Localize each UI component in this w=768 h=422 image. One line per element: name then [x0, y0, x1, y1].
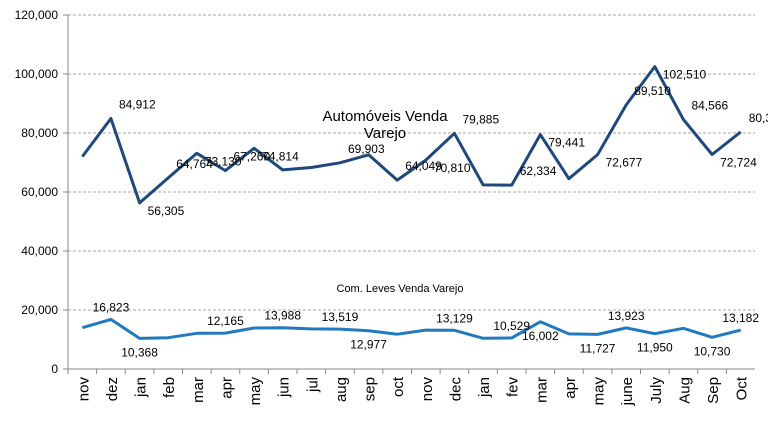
x-tick-label: mar [190, 377, 207, 403]
x-tick-label: may [247, 377, 264, 406]
data-label: 80,376 [749, 111, 768, 125]
x-tick-label: apr [562, 377, 579, 399]
y-tick-label: 0 [51, 362, 58, 376]
data-label: 10,368 [121, 345, 158, 359]
data-label: 89,510 [634, 84, 671, 98]
x-tick-label: July [648, 377, 665, 404]
y-tick-label: 20,000 [21, 303, 58, 317]
x-tick-label: Oct [734, 376, 751, 400]
data-label: 12,977 [350, 338, 387, 352]
data-label: 67,260 [233, 150, 270, 164]
data-label: 69,903 [348, 142, 385, 156]
data-label: 72,724 [720, 155, 757, 169]
data-label: 70,810 [434, 161, 471, 175]
data-label: 13,519 [322, 310, 359, 324]
data-label: 64,764 [176, 157, 213, 171]
data-label: 13,129 [436, 311, 473, 325]
x-tick-label: feb [161, 377, 178, 398]
y-tick-label: 80,000 [21, 126, 58, 140]
data-label: 13,182 [722, 311, 759, 325]
data-label: 11,727 [580, 341, 616, 355]
y-tick-label: 100,000 [15, 67, 59, 81]
x-tick-label: jan [133, 377, 150, 398]
y-tick-label: 40,000 [21, 244, 58, 258]
data-label: 84,912 [119, 98, 156, 112]
x-tick-label: aug [333, 377, 350, 402]
data-label: 11,950 [637, 341, 673, 355]
data-label: 64,049 [405, 159, 442, 173]
data-label: 74,814 [262, 149, 299, 163]
data-label: 72,677 [606, 156, 643, 170]
x-tick-label: Aug [676, 377, 693, 404]
x-tick-label: mar [533, 377, 550, 403]
x-tick-label: dec [447, 377, 464, 402]
data-label: 10,730 [694, 344, 731, 358]
data-label: 10,529 [493, 319, 530, 333]
data-label: 84,566 [691, 99, 728, 113]
data-label: 13,923 [608, 309, 645, 323]
data-label: 56,305 [148, 204, 185, 218]
data-label: 16,823 [93, 300, 130, 314]
data-label: 102,510 [663, 68, 707, 82]
data-label: 13,988 [264, 309, 301, 323]
data-label: 73,130 [205, 154, 242, 168]
x-tick-label: apr [218, 377, 235, 399]
series-line [81, 317, 742, 340]
series-line [81, 65, 742, 205]
data-label: 12,165 [207, 314, 244, 328]
y-tick-label: 120,000 [15, 8, 59, 22]
x-tick-label: may [591, 377, 608, 406]
x-tick-label: nov [419, 377, 436, 402]
x-tick-label: dez [104, 377, 121, 401]
x-tick-label: jan [476, 377, 493, 398]
data-label: 79,441 [548, 136, 585, 150]
data-label: 79,885 [462, 112, 499, 126]
x-tick-label: Sep [705, 377, 722, 404]
x-tick-label: jul [304, 377, 321, 393]
data-label: 16,002 [522, 329, 559, 343]
x-tick-label: june [619, 377, 636, 406]
y-tick-label: 60,000 [21, 185, 58, 199]
x-tick-label: nov [75, 377, 92, 402]
series-annotation: Automóveis Venda Varejo [322, 108, 448, 142]
x-tick-label: fev [505, 377, 522, 398]
x-tick-label: sep [362, 377, 379, 401]
x-tick-label: jun [276, 377, 293, 398]
series-annotation: Com. Leves Venda Varejo [336, 283, 464, 295]
x-tick-label: oct [390, 376, 407, 397]
data-label: 62,334 [520, 164, 557, 178]
